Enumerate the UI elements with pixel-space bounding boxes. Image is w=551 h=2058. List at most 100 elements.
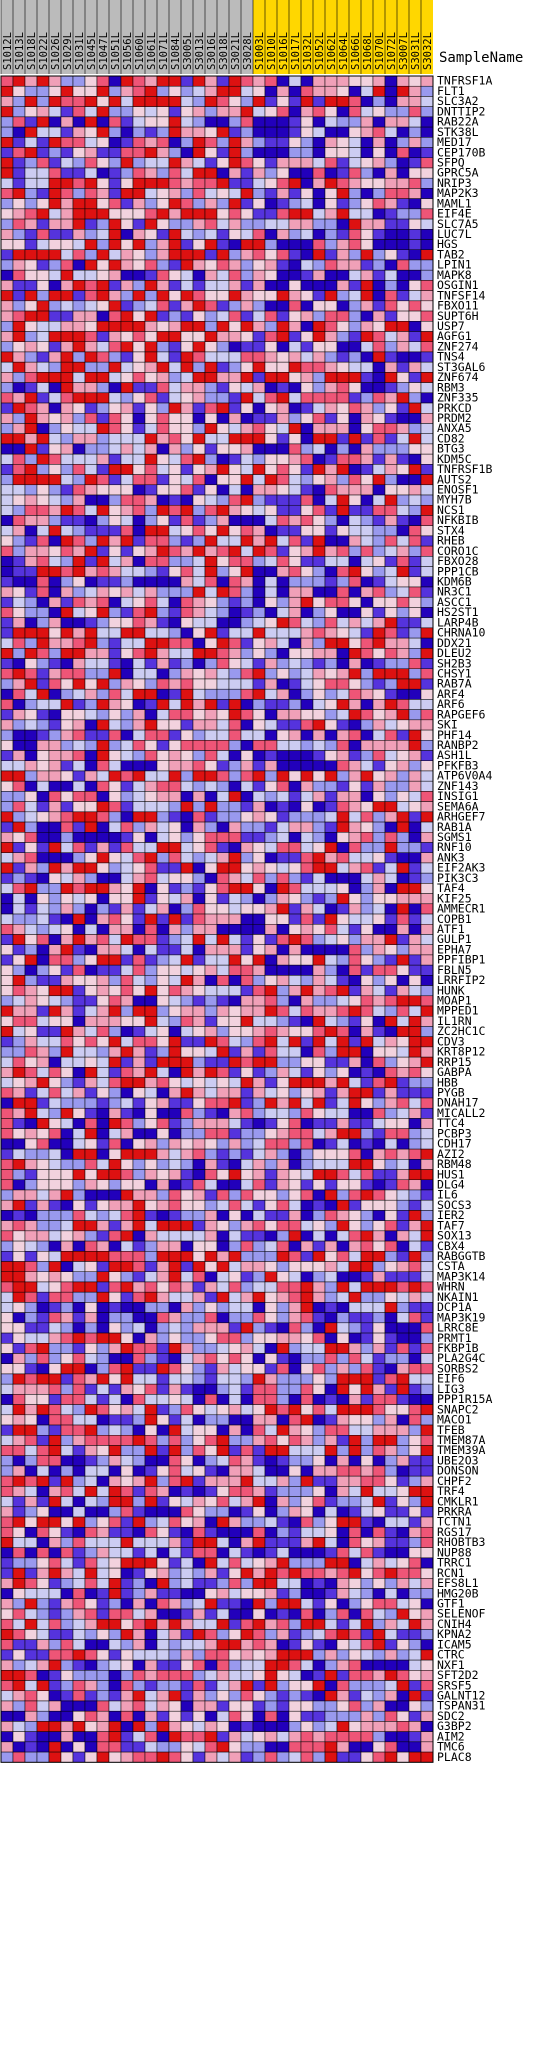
- heatmap-cell: [97, 270, 109, 280]
- heatmap-cell: [169, 301, 181, 311]
- heatmap-cell: [169, 771, 181, 781]
- heatmap-cell: [253, 1364, 265, 1374]
- heatmap-cell: [85, 1445, 97, 1455]
- heatmap-cell: [73, 761, 85, 771]
- heatmap-cell: [397, 464, 409, 474]
- heatmap-cell: [277, 1047, 289, 1057]
- heatmap-cell: [277, 924, 289, 934]
- heatmap-cell: [97, 546, 109, 556]
- heatmap-cell: [229, 679, 241, 689]
- heatmap-cell: [145, 178, 157, 188]
- heatmap-cell: [301, 832, 313, 842]
- heatmap-cell: [229, 1057, 241, 1067]
- heatmap-cell: [217, 280, 229, 290]
- heatmap-cell: [145, 342, 157, 352]
- heatmap-cell: [325, 945, 337, 955]
- heatmap-cell: [1, 638, 13, 648]
- heatmap-cell: [349, 1037, 361, 1047]
- heatmap-cell: [61, 291, 73, 301]
- heatmap-cell: [361, 127, 373, 137]
- heatmap-cell: [181, 577, 193, 587]
- heatmap-cell: [337, 577, 349, 587]
- heatmap-cell: [409, 229, 421, 239]
- heatmap-cell: [121, 383, 133, 393]
- heatmap-cell: [325, 1139, 337, 1149]
- heatmap-cell: [361, 423, 373, 433]
- heatmap-cell: [97, 689, 109, 699]
- heatmap-cell: [421, 423, 433, 433]
- heatmap-cell: [181, 1221, 193, 1231]
- heatmap-cell: [145, 710, 157, 720]
- heatmap-cell: [241, 1445, 253, 1455]
- heatmap-cell: [145, 229, 157, 239]
- heatmap-cell: [49, 883, 61, 893]
- heatmap-cell: [385, 1190, 397, 1200]
- heatmap-cell: [361, 730, 373, 740]
- heatmap-cell: [193, 1333, 205, 1343]
- heatmap-cell: [85, 291, 97, 301]
- heatmap-cell: [25, 372, 37, 382]
- heatmap-cell: [97, 76, 109, 86]
- heatmap-cell: [409, 1139, 421, 1149]
- heatmap-cell: [301, 260, 313, 270]
- heatmap-cell: [157, 1466, 169, 1476]
- heatmap-cell: [157, 1098, 169, 1108]
- column-label: S1051L: [110, 32, 122, 70]
- heatmap-cell: [205, 567, 217, 577]
- heatmap-cell: [265, 1006, 277, 1016]
- heatmap-cell: [313, 710, 325, 720]
- heatmap-cell: [277, 955, 289, 965]
- heatmap-cell: [385, 843, 397, 853]
- heatmap-cell: [85, 76, 97, 86]
- heatmap-cell: [229, 1078, 241, 1088]
- heatmap-cell: [241, 822, 253, 832]
- heatmap-cell: [157, 1088, 169, 1098]
- heatmap-cell: [277, 137, 289, 147]
- heatmap-cell: [145, 362, 157, 372]
- heatmap-cell: [373, 659, 385, 669]
- heatmap-cell: [361, 485, 373, 495]
- heatmap-cell: [85, 301, 97, 311]
- heatmap-cell: [97, 1098, 109, 1108]
- heatmap-cell: [289, 383, 301, 393]
- heatmap-cell: [181, 1466, 193, 1476]
- heatmap-cell: [49, 1415, 61, 1425]
- heatmap-cell: [61, 924, 73, 934]
- heatmap-cell: [265, 556, 277, 566]
- heatmap-cell: [373, 894, 385, 904]
- heatmap-cell: [385, 567, 397, 577]
- heatmap-cell: [169, 791, 181, 801]
- heatmap-cell: [169, 209, 181, 219]
- heatmap-cell: [157, 1170, 169, 1180]
- heatmap-cell: [97, 536, 109, 546]
- heatmap-cell: [145, 158, 157, 168]
- heatmap-cell: [157, 1343, 169, 1353]
- heatmap-cell: [325, 1364, 337, 1374]
- heatmap-cell: [265, 873, 277, 883]
- heatmap-cell: [133, 1231, 145, 1241]
- heatmap-cell: [85, 1323, 97, 1333]
- heatmap-cell: [205, 1047, 217, 1057]
- heatmap-cell: [409, 802, 421, 812]
- heatmap-cell: [145, 822, 157, 832]
- heatmap-cell: [265, 1118, 277, 1128]
- heatmap-cell: [277, 1088, 289, 1098]
- heatmap-cell: [265, 158, 277, 168]
- heatmap-cell: [337, 1323, 349, 1333]
- heatmap-cell: [109, 822, 121, 832]
- heatmap-cell: [217, 515, 229, 525]
- heatmap-cell: [361, 1241, 373, 1251]
- heatmap-cell: [397, 975, 409, 985]
- heatmap-cell: [385, 556, 397, 566]
- heatmap-cell: [217, 904, 229, 914]
- heatmap-cell: [277, 1333, 289, 1343]
- heatmap-cell: [97, 771, 109, 781]
- heatmap-cell: [181, 934, 193, 944]
- heatmap-cell: [349, 730, 361, 740]
- heatmap-cell: [229, 934, 241, 944]
- heatmap-cell: [157, 1149, 169, 1159]
- heatmap-cell: [409, 158, 421, 168]
- heatmap-cell: [205, 1108, 217, 1118]
- heatmap-cell: [37, 832, 49, 842]
- heatmap-cell: [337, 904, 349, 914]
